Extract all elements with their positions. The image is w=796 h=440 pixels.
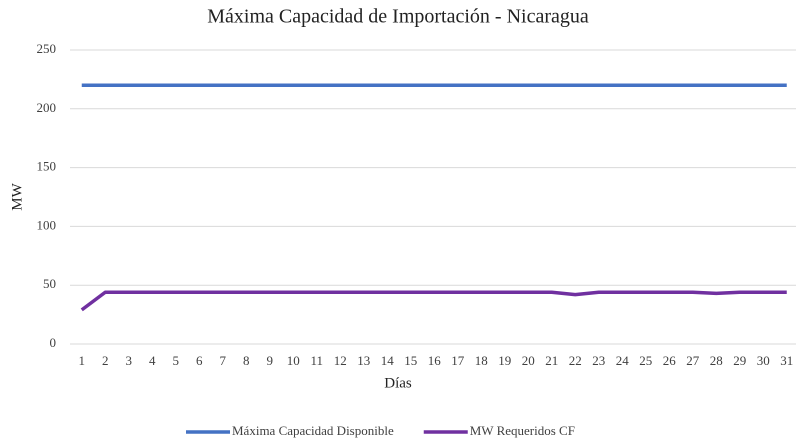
- x-tick-label: 6: [196, 353, 203, 368]
- x-tick-label: 8: [243, 353, 250, 368]
- y-tick-label: 0: [50, 335, 57, 350]
- x-tick-label: 17: [451, 353, 465, 368]
- x-tick-label: 9: [267, 353, 274, 368]
- x-tick-label: 30: [757, 353, 770, 368]
- y-tick-label: 150: [37, 159, 57, 174]
- legend-label: MW Requeridos CF: [470, 423, 575, 438]
- x-tick-label: 4: [149, 353, 156, 368]
- x-tick-label: 3: [126, 353, 133, 368]
- y-axis-title: MW: [9, 182, 25, 210]
- y-tick-label: 200: [37, 100, 57, 115]
- x-tick-label: 2: [102, 353, 109, 368]
- x-tick-label: 28: [710, 353, 723, 368]
- legend-label: Máxima Capacidad Disponible: [232, 423, 394, 438]
- x-tick-label: 19: [498, 353, 511, 368]
- x-tick-label: 25: [639, 353, 652, 368]
- x-tick-label: 10: [287, 353, 300, 368]
- x-tick-label: 21: [545, 353, 558, 368]
- x-tick-label: 29: [733, 353, 746, 368]
- y-tick-label: 250: [37, 41, 57, 56]
- x-tick-label: 23: [592, 353, 605, 368]
- x-tick-label: 16: [428, 353, 442, 368]
- x-tick-label: 1: [79, 353, 86, 368]
- x-tick-label: 13: [357, 353, 370, 368]
- y-tick-label: 100: [37, 217, 57, 232]
- x-tick-label: 12: [334, 353, 347, 368]
- chart-title: Máxima Capacidad de Importación - Nicara…: [207, 6, 589, 28]
- x-tick-label: 24: [616, 353, 630, 368]
- x-tick-label: 7: [220, 353, 227, 368]
- series-line: [80, 290, 787, 312]
- x-tick-label: 14: [381, 353, 395, 368]
- x-tick-label: 11: [310, 353, 323, 368]
- x-tick-label: 5: [173, 353, 180, 368]
- x-tick-label: 27: [686, 353, 700, 368]
- x-tick-label: 31: [780, 353, 793, 368]
- x-tick-label: 22: [569, 353, 582, 368]
- x-tick-label: 15: [404, 353, 417, 368]
- x-tick-label: 26: [663, 353, 677, 368]
- y-tick-label: 50: [43, 276, 56, 291]
- x-tick-label: 20: [522, 353, 535, 368]
- x-axis-title: Días: [384, 375, 412, 391]
- x-tick-label: 18: [475, 353, 488, 368]
